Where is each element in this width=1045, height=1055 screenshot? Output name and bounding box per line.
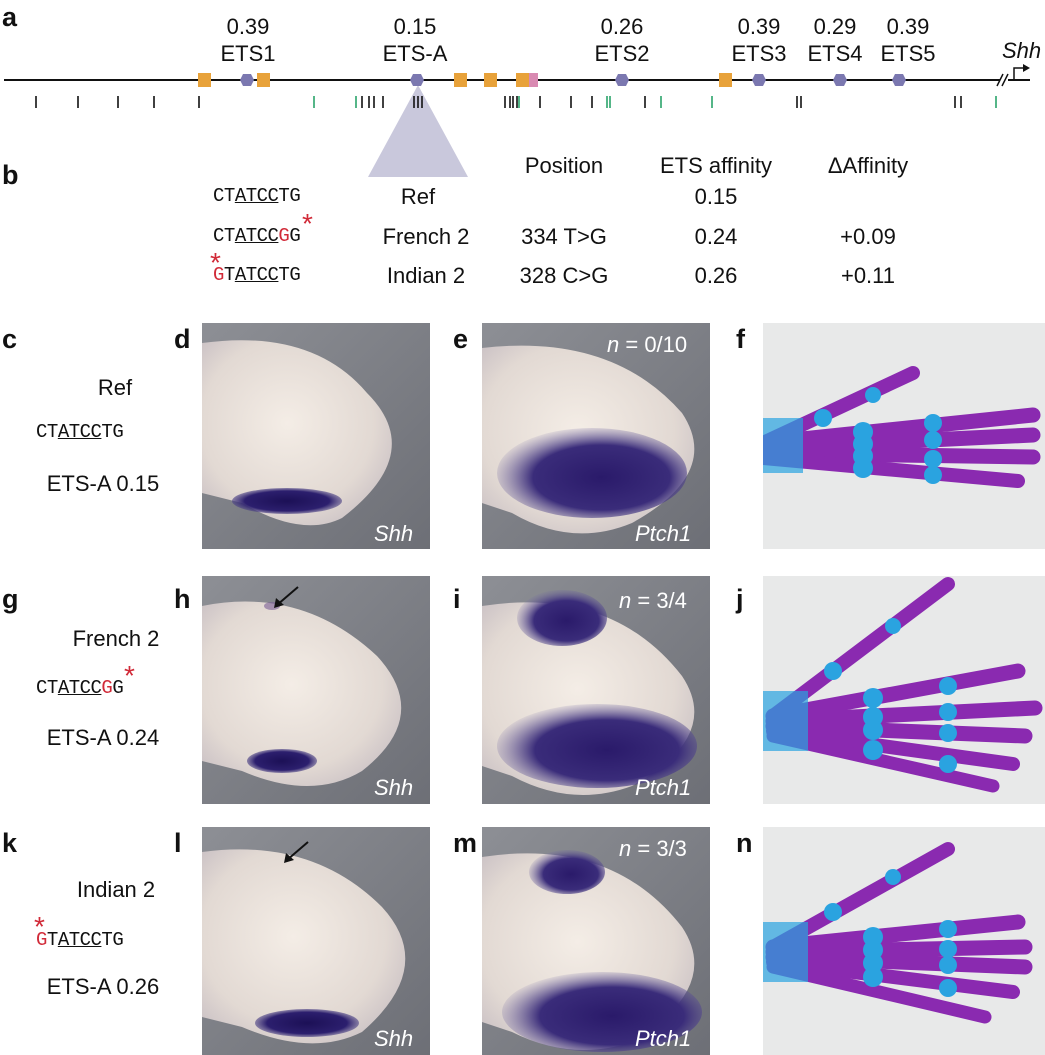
- header-position: Position: [524, 153, 604, 178]
- panel-label-m: m: [453, 828, 478, 858]
- photo-skeleton-french-2: [763, 576, 1045, 804]
- ets-site: [833, 74, 847, 86]
- orange-boxes: [198, 73, 732, 87]
- promoter-arrow-icon: [1013, 67, 1026, 80]
- break-mark: [1001, 73, 1009, 87]
- site-affinity-ets1: 0.39: [226, 14, 270, 39]
- row-position-indian-2: 328 C>G: [519, 263, 609, 288]
- header-delta-affinity: ΔAffinity: [827, 153, 909, 178]
- panel-label-a: a: [2, 2, 18, 32]
- panel-label-i: i: [453, 584, 461, 614]
- stain-label-ptch1: Ptch1: [635, 1026, 692, 1051]
- ets-site: [892, 74, 906, 86]
- panel-label-k: k: [2, 828, 18, 858]
- row-name-french-2: French 2: [382, 224, 470, 249]
- site-name-ets2: ETS2: [594, 41, 650, 66]
- stain-label-shh: Shh: [374, 521, 414, 546]
- row-affinity-french-2: 0.24: [694, 224, 738, 249]
- orange-box: [516, 73, 529, 87]
- mutation-asterisk-icon: *: [124, 660, 135, 691]
- photo-skeleton-ref: [763, 323, 1045, 549]
- site-name-ets3: ETS3: [731, 41, 787, 66]
- site-affinity-ets2: 0.26: [600, 14, 644, 39]
- site-affinity-ets4: 0.29: [813, 14, 857, 39]
- stain-label-shh: Shh: [374, 1026, 414, 1051]
- photo-skeleton-indian-2: [763, 827, 1045, 1055]
- genotype-name-ref: Ref: [97, 375, 133, 400]
- panel-label-c: c: [2, 324, 18, 354]
- row-position-french-2: 334 T>G: [521, 224, 607, 249]
- mutation-asterisk-icon: *: [210, 247, 221, 278]
- site-name-ets1: ETS1: [220, 41, 276, 66]
- row-name-indian-2: Indian 2: [386, 263, 466, 288]
- mutation-asterisk-icon: *: [302, 208, 313, 239]
- genotype-affinity-ref: ETS-A 0.15: [46, 471, 160, 496]
- count-french-2: n = 3/4: [619, 588, 687, 613]
- site-affinity-ets3: 0.39: [737, 14, 781, 39]
- photo-shh-french-2: [202, 576, 430, 804]
- break-mark: [996, 73, 1004, 87]
- genotype-name-french-2: French 2: [72, 626, 160, 651]
- stain-label-ptch1: Ptch1: [635, 775, 692, 800]
- orange-box: [454, 73, 467, 87]
- orange-box: [484, 73, 497, 87]
- row-name-ref: Ref: [400, 184, 436, 209]
- green-ticks: [313, 96, 997, 108]
- panel-label-e: e: [453, 324, 469, 354]
- row-affinity-ref: 0.15: [694, 184, 738, 209]
- ets-site: [615, 74, 629, 86]
- photo-ptch1-ref: [482, 323, 710, 549]
- arrow-icon: [274, 586, 299, 608]
- row-affinity-indian-2: 0.26: [694, 263, 738, 288]
- header-affinity: ETS affinity: [659, 153, 773, 178]
- site-name-ets4: ETS4: [807, 41, 863, 66]
- genotype-affinity-french-2: ETS-A 0.24: [46, 725, 160, 750]
- genotype-affinity-indian-2: ETS-A 0.26: [46, 974, 160, 999]
- genotype-sequence-indian-2: GTATCCTG: [36, 929, 124, 951]
- sequence-indian-2: GTATCCTG: [213, 264, 301, 286]
- zoom-triangle: [368, 85, 468, 177]
- panel-label-h: h: [174, 584, 191, 614]
- panel-label-f: f: [736, 324, 745, 354]
- panel-label-b: b: [2, 160, 19, 190]
- arrow-icon: [284, 841, 309, 863]
- row-delta-french-2: +0.09: [840, 224, 896, 249]
- site-name-ets-a: ETS-A: [382, 41, 448, 66]
- genotype-sequence-ref: CTATCCTG: [36, 421, 124, 443]
- count-ref: n = 0/10: [607, 332, 688, 357]
- site-name-ets5: ETS5: [880, 41, 936, 66]
- black-ticks: [35, 96, 962, 108]
- genotype-sequence-french-2: CTATCCGG: [36, 677, 124, 699]
- stain-label-shh: Shh: [374, 775, 414, 800]
- genotype-name-indian-2: Indian 2: [76, 877, 156, 902]
- enhancer-map: [4, 64, 1030, 177]
- panel-label-j: j: [736, 584, 744, 614]
- panel-label-l: l: [174, 828, 182, 858]
- pink-box: [529, 73, 538, 87]
- sequence-french-2: CTATCCGG: [213, 225, 301, 247]
- site-affinity-ets-a: 0.15: [393, 14, 437, 39]
- photo-ptch1-indian-2: [482, 827, 710, 1055]
- sequence-ref: CTATCCTG: [213, 185, 301, 207]
- row-delta-indian-2: +0.11: [840, 263, 896, 288]
- promoter-arrowhead-icon: [1023, 64, 1030, 72]
- site-affinity-ets5: 0.39: [886, 14, 930, 39]
- orange-box: [257, 73, 270, 87]
- ets-site: [240, 74, 254, 86]
- photo-ptch1-french-2: [482, 576, 710, 804]
- ets-sites: [240, 74, 906, 86]
- orange-box: [719, 73, 732, 87]
- stain-label-ptch1: Ptch1: [635, 521, 692, 546]
- ets-site: [752, 74, 766, 86]
- photo-shh-ref: [202, 323, 430, 549]
- mutation-asterisk-icon: *: [34, 911, 45, 942]
- panel-label-d: d: [174, 324, 191, 354]
- orange-box: [198, 73, 211, 87]
- photo-shh-indian-2: [202, 827, 430, 1055]
- panel-label-g: g: [2, 584, 19, 614]
- count-indian-2: n = 3/3: [619, 836, 687, 861]
- ets-site: [410, 74, 424, 86]
- panel-label-n: n: [736, 828, 753, 858]
- gene-label-shh: Shh: [1002, 38, 1042, 63]
